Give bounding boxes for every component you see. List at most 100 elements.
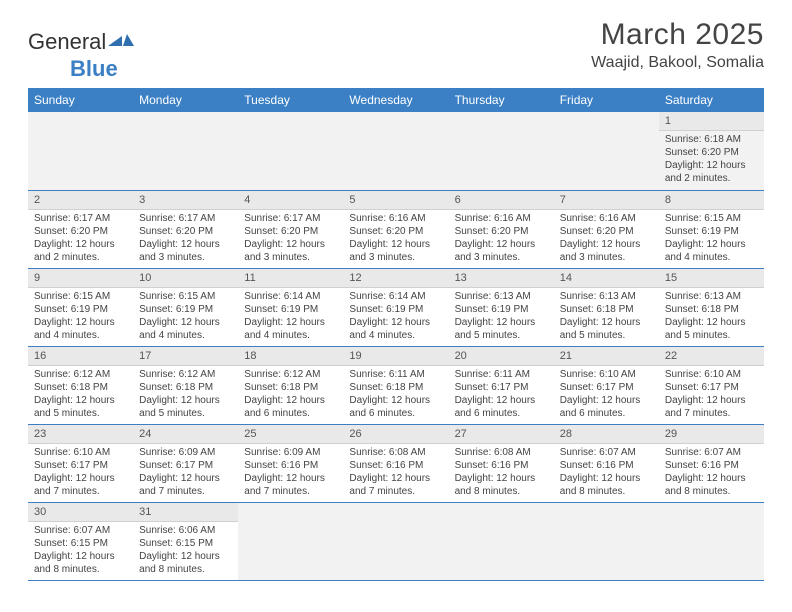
calendar-day-cell: 1Sunrise: 6:18 AMSunset: 6:20 PMDaylight… — [659, 112, 764, 190]
day-number: 1 — [659, 112, 764, 131]
weekday-header-row: SundayMondayTuesdayWednesdayThursdayFrid… — [28, 88, 764, 112]
calendar-empty-cell — [238, 112, 343, 190]
day-number: 23 — [28, 425, 133, 444]
calendar-week-row: 30Sunrise: 6:07 AMSunset: 6:15 PMDayligh… — [28, 502, 764, 580]
calendar-day-cell: 6Sunrise: 6:16 AMSunset: 6:20 PMDaylight… — [449, 190, 554, 268]
day-details: Sunrise: 6:09 AMSunset: 6:17 PMDaylight:… — [133, 444, 238, 500]
day-details: Sunrise: 6:08 AMSunset: 6:16 PMDaylight:… — [343, 444, 448, 500]
day-number: 12 — [343, 269, 448, 288]
calendar-day-cell: 13Sunrise: 6:13 AMSunset: 6:19 PMDayligh… — [449, 268, 554, 346]
calendar-day-cell: 5Sunrise: 6:16 AMSunset: 6:20 PMDaylight… — [343, 190, 448, 268]
day-number: 6 — [449, 191, 554, 210]
calendar-week-row: 1Sunrise: 6:18 AMSunset: 6:20 PMDaylight… — [28, 112, 764, 190]
day-number: 3 — [133, 191, 238, 210]
month-title: March 2025 — [591, 18, 764, 52]
day-number: 13 — [449, 269, 554, 288]
day-number: 8 — [659, 191, 764, 210]
day-details: Sunrise: 6:18 AMSunset: 6:20 PMDaylight:… — [659, 131, 764, 187]
day-details: Sunrise: 6:17 AMSunset: 6:20 PMDaylight:… — [238, 210, 343, 266]
day-details: Sunrise: 6:07 AMSunset: 6:16 PMDaylight:… — [554, 444, 659, 500]
calendar-day-cell: 8Sunrise: 6:15 AMSunset: 6:19 PMDaylight… — [659, 190, 764, 268]
calendar-day-cell: 27Sunrise: 6:08 AMSunset: 6:16 PMDayligh… — [449, 424, 554, 502]
calendar-empty-cell — [449, 502, 554, 580]
brand-mark-icon — [108, 26, 134, 52]
calendar-day-cell: 16Sunrise: 6:12 AMSunset: 6:18 PMDayligh… — [28, 346, 133, 424]
day-details: Sunrise: 6:12 AMSunset: 6:18 PMDaylight:… — [238, 366, 343, 422]
day-number: 18 — [238, 347, 343, 366]
day-number: 9 — [28, 269, 133, 288]
day-number: 26 — [343, 425, 448, 444]
calendar-day-cell: 22Sunrise: 6:10 AMSunset: 6:17 PMDayligh… — [659, 346, 764, 424]
weekday-header: Monday — [133, 88, 238, 112]
calendar-day-cell: 20Sunrise: 6:11 AMSunset: 6:17 PMDayligh… — [449, 346, 554, 424]
day-details: Sunrise: 6:16 AMSunset: 6:20 PMDaylight:… — [449, 210, 554, 266]
day-number: 25 — [238, 425, 343, 444]
calendar-day-cell: 24Sunrise: 6:09 AMSunset: 6:17 PMDayligh… — [133, 424, 238, 502]
day-details: Sunrise: 6:17 AMSunset: 6:20 PMDaylight:… — [28, 210, 133, 266]
brand-part1: General — [28, 29, 106, 55]
day-details: Sunrise: 6:10 AMSunset: 6:17 PMDaylight:… — [28, 444, 133, 500]
calendar-week-row: 2Sunrise: 6:17 AMSunset: 6:20 PMDaylight… — [28, 190, 764, 268]
weekday-header: Wednesday — [343, 88, 448, 112]
weekday-header: Friday — [554, 88, 659, 112]
calendar-day-cell: 10Sunrise: 6:15 AMSunset: 6:19 PMDayligh… — [133, 268, 238, 346]
calendar-day-cell: 23Sunrise: 6:10 AMSunset: 6:17 PMDayligh… — [28, 424, 133, 502]
day-number: 21 — [554, 347, 659, 366]
day-number: 22 — [659, 347, 764, 366]
calendar-week-row: 9Sunrise: 6:15 AMSunset: 6:19 PMDaylight… — [28, 268, 764, 346]
day-number: 17 — [133, 347, 238, 366]
day-number: 14 — [554, 269, 659, 288]
day-number: 20 — [449, 347, 554, 366]
calendar-day-cell: 21Sunrise: 6:10 AMSunset: 6:17 PMDayligh… — [554, 346, 659, 424]
weekday-header: Thursday — [449, 88, 554, 112]
calendar-day-cell: 30Sunrise: 6:07 AMSunset: 6:15 PMDayligh… — [28, 502, 133, 580]
day-number: 30 — [28, 503, 133, 522]
day-number: 16 — [28, 347, 133, 366]
calendar-day-cell: 9Sunrise: 6:15 AMSunset: 6:19 PMDaylight… — [28, 268, 133, 346]
calendar-empty-cell — [238, 502, 343, 580]
calendar-empty-cell — [659, 502, 764, 580]
calendar-day-cell: 3Sunrise: 6:17 AMSunset: 6:20 PMDaylight… — [133, 190, 238, 268]
weekday-header: Tuesday — [238, 88, 343, 112]
calendar-day-cell: 31Sunrise: 6:06 AMSunset: 6:15 PMDayligh… — [133, 502, 238, 580]
calendar-week-row: 23Sunrise: 6:10 AMSunset: 6:17 PMDayligh… — [28, 424, 764, 502]
day-number: 24 — [133, 425, 238, 444]
calendar-day-cell: 19Sunrise: 6:11 AMSunset: 6:18 PMDayligh… — [343, 346, 448, 424]
day-number: 7 — [554, 191, 659, 210]
day-details: Sunrise: 6:11 AMSunset: 6:17 PMDaylight:… — [449, 366, 554, 422]
calendar-empty-cell — [343, 112, 448, 190]
day-details: Sunrise: 6:16 AMSunset: 6:20 PMDaylight:… — [343, 210, 448, 266]
day-number: 28 — [554, 425, 659, 444]
calendar-day-cell: 2Sunrise: 6:17 AMSunset: 6:20 PMDaylight… — [28, 190, 133, 268]
day-details: Sunrise: 6:14 AMSunset: 6:19 PMDaylight:… — [343, 288, 448, 344]
day-details: Sunrise: 6:07 AMSunset: 6:16 PMDaylight:… — [659, 444, 764, 500]
day-details: Sunrise: 6:16 AMSunset: 6:20 PMDaylight:… — [554, 210, 659, 266]
calendar-day-cell: 14Sunrise: 6:13 AMSunset: 6:18 PMDayligh… — [554, 268, 659, 346]
day-details: Sunrise: 6:15 AMSunset: 6:19 PMDaylight:… — [659, 210, 764, 266]
calendar-empty-cell — [449, 112, 554, 190]
day-details: Sunrise: 6:14 AMSunset: 6:19 PMDaylight:… — [238, 288, 343, 344]
calendar-empty-cell — [554, 112, 659, 190]
day-number: 15 — [659, 269, 764, 288]
day-number: 19 — [343, 347, 448, 366]
calendar-day-cell: 15Sunrise: 6:13 AMSunset: 6:18 PMDayligh… — [659, 268, 764, 346]
day-number: 4 — [238, 191, 343, 210]
day-details: Sunrise: 6:10 AMSunset: 6:17 PMDaylight:… — [554, 366, 659, 422]
day-details: Sunrise: 6:13 AMSunset: 6:19 PMDaylight:… — [449, 288, 554, 344]
calendar-week-row: 16Sunrise: 6:12 AMSunset: 6:18 PMDayligh… — [28, 346, 764, 424]
day-number: 29 — [659, 425, 764, 444]
brand-part2: Blue — [70, 56, 118, 82]
day-number: 11 — [238, 269, 343, 288]
calendar-empty-cell — [28, 112, 133, 190]
calendar-day-cell: 7Sunrise: 6:16 AMSunset: 6:20 PMDaylight… — [554, 190, 659, 268]
calendar-day-cell: 4Sunrise: 6:17 AMSunset: 6:20 PMDaylight… — [238, 190, 343, 268]
day-details: Sunrise: 6:12 AMSunset: 6:18 PMDaylight:… — [133, 366, 238, 422]
calendar-empty-cell — [133, 112, 238, 190]
day-details: Sunrise: 6:08 AMSunset: 6:16 PMDaylight:… — [449, 444, 554, 500]
day-details: Sunrise: 6:13 AMSunset: 6:18 PMDaylight:… — [554, 288, 659, 344]
brand-logo: General — [28, 26, 134, 58]
day-details: Sunrise: 6:10 AMSunset: 6:17 PMDaylight:… — [659, 366, 764, 422]
day-details: Sunrise: 6:15 AMSunset: 6:19 PMDaylight:… — [133, 288, 238, 344]
calendar-day-cell: 12Sunrise: 6:14 AMSunset: 6:19 PMDayligh… — [343, 268, 448, 346]
calendar-empty-cell — [554, 502, 659, 580]
